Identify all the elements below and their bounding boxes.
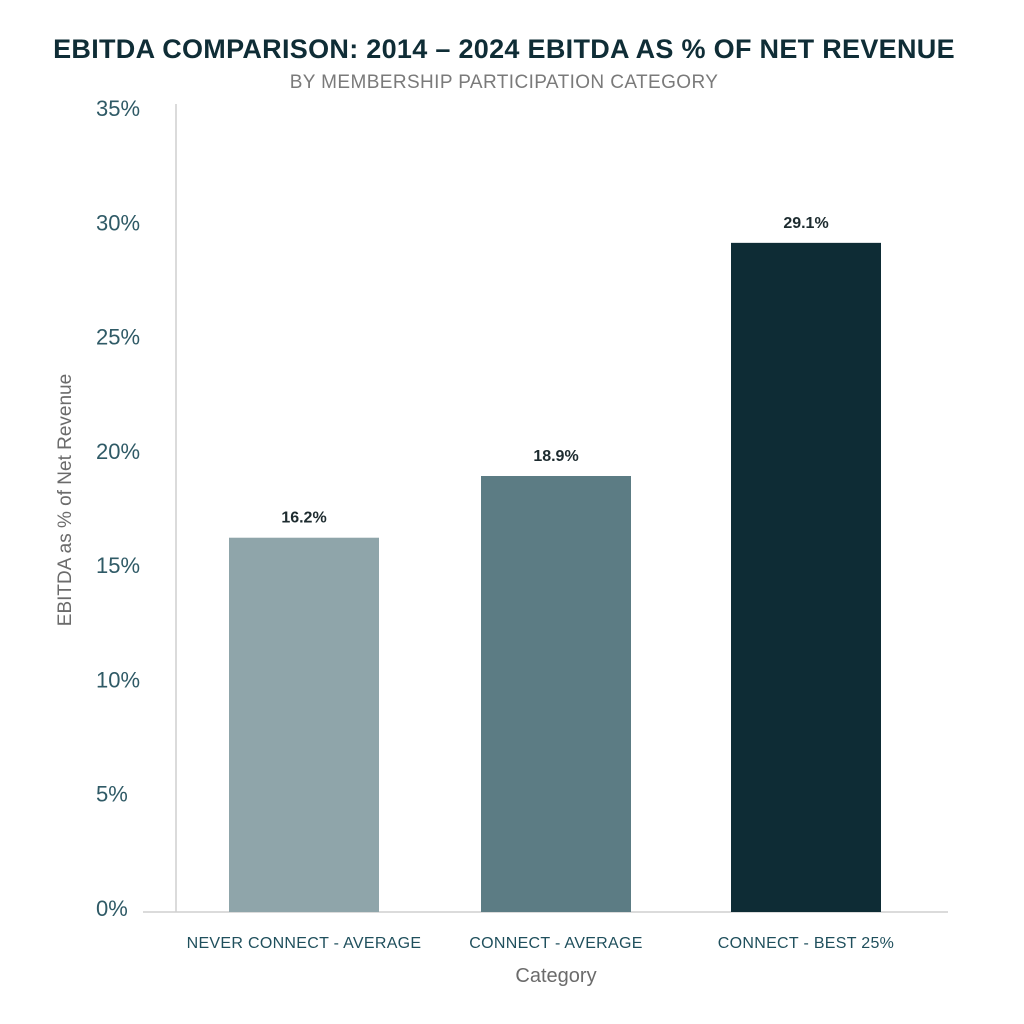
y-axis-label: EBITDA as % of Net Revenue: [55, 374, 76, 626]
x-axis-label: Category: [515, 965, 596, 987]
y-tick-label: 5%: [96, 782, 128, 807]
y-tick-label: 10%: [96, 667, 140, 692]
y-tick-label: 35%: [96, 96, 140, 121]
data-label-2: 18.9%: [533, 448, 578, 465]
bar-2: [481, 476, 631, 912]
data-labels: 16.2% 18.9% 29.1%: [281, 215, 828, 527]
x-axis-ticks: NEVER CONNECT - AVERAGE CONNECT - AVERAGE…: [187, 935, 894, 952]
data-label-3: 29.1%: [783, 215, 828, 232]
y-axis-ticks: 0% 5% 10% 15% 20% 25% 30% 35%: [96, 96, 140, 921]
data-label-1: 16.2%: [281, 510, 326, 527]
x-tick-label-1: NEVER CONNECT - AVERAGE: [187, 935, 422, 952]
y-tick-label: 20%: [96, 439, 140, 464]
x-tick-label-2: CONNECT - AVERAGE: [469, 935, 642, 952]
y-tick-label: 30%: [96, 210, 140, 235]
chart-subtitle: BY MEMBERSHIP PARTICIPATION CATEGORY: [290, 72, 719, 93]
bars: [229, 242, 881, 912]
y-tick-label: 0%: [96, 896, 128, 921]
chart-title: EBITDA COMPARISON: 2014 – 2024 EBITDA AS…: [53, 34, 955, 64]
x-tick-label-3: CONNECT - BEST 25%: [718, 935, 894, 952]
bar-3: [731, 242, 881, 912]
bar-1: [229, 537, 379, 912]
y-tick-label: 25%: [96, 325, 140, 350]
y-tick-label: 15%: [96, 553, 140, 578]
